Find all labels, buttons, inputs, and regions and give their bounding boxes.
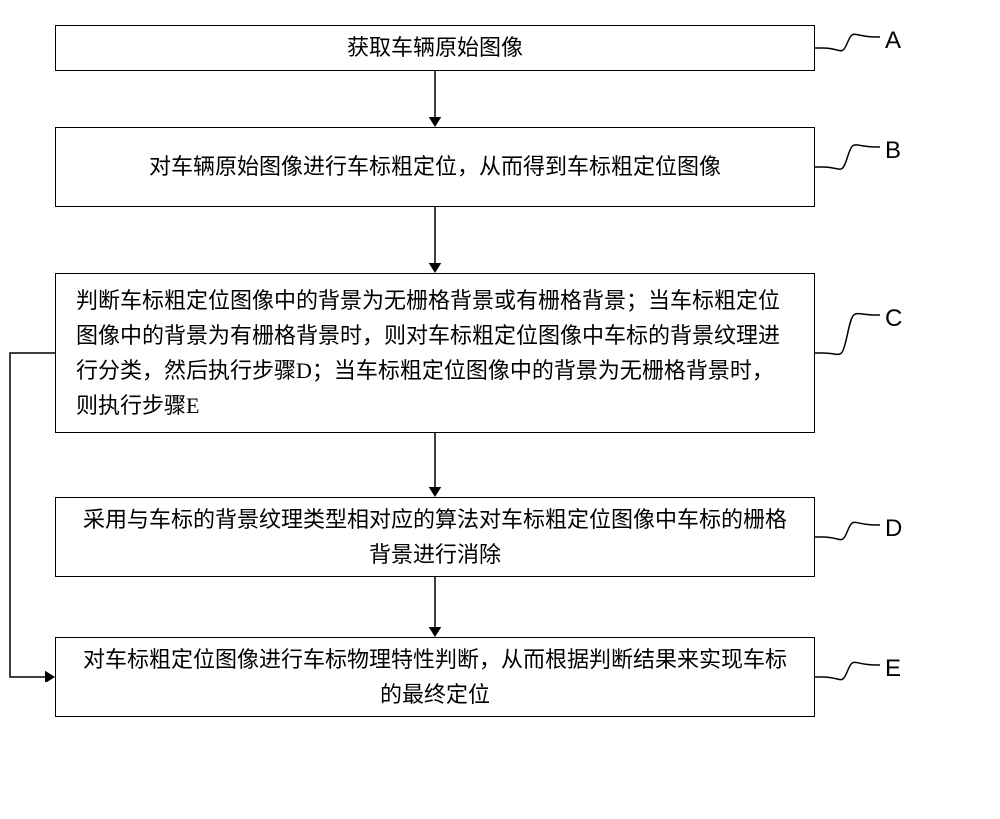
flowchart-box-d: 采用与车标的背景纹理类型相对应的算法对车标粗定位图像中车标的栅格背景进行消除 bbox=[55, 497, 815, 577]
flowchart-box-a: 获取车辆原始图像 bbox=[55, 25, 815, 71]
arrow-a-to-b bbox=[424, 71, 446, 127]
step-label-d: D bbox=[885, 515, 902, 543]
squiggle-connector-d bbox=[813, 513, 882, 549]
step-label-e: E bbox=[885, 655, 901, 683]
box-text-e: 对车标粗定位图像进行车标物理特性判断，从而根据判断结果来实现车标的最终定位 bbox=[76, 642, 794, 712]
arrow-d-to-e bbox=[424, 577, 446, 637]
squiggle-connector-e bbox=[813, 653, 882, 689]
squiggle-connector-b bbox=[813, 135, 882, 179]
step-label-c: C bbox=[885, 305, 902, 333]
squiggle-connector-c bbox=[813, 303, 882, 365]
box-text-a: 获取车辆原始图像 bbox=[347, 30, 523, 65]
flowchart-box-c: 判断车标粗定位图像中的背景为无栅格背景或有栅格背景；当车标粗定位图像中的背景为有… bbox=[55, 273, 815, 433]
flowchart-box-e: 对车标粗定位图像进行车标物理特性判断，从而根据判断结果来实现车标的最终定位 bbox=[55, 637, 815, 717]
step-label-b: B bbox=[885, 137, 901, 165]
arrow-c-to-d bbox=[424, 433, 446, 497]
step-label-a: A bbox=[885, 27, 901, 55]
box-text-d: 采用与车标的背景纹理类型相对应的算法对车标粗定位图像中车标的栅格背景进行消除 bbox=[76, 502, 794, 572]
bypass-arrow-c-to-e bbox=[5, 348, 70, 682]
box-text-b: 对车辆原始图像进行车标粗定位，从而得到车标粗定位图像 bbox=[149, 149, 721, 184]
box-text-c: 判断车标粗定位图像中的背景为无栅格背景或有栅格背景；当车标粗定位图像中的背景为有… bbox=[76, 283, 794, 424]
squiggle-connector-a bbox=[813, 25, 882, 60]
arrow-b-to-c bbox=[424, 207, 446, 273]
flowchart-box-b: 对车辆原始图像进行车标粗定位，从而得到车标粗定位图像 bbox=[55, 127, 815, 207]
